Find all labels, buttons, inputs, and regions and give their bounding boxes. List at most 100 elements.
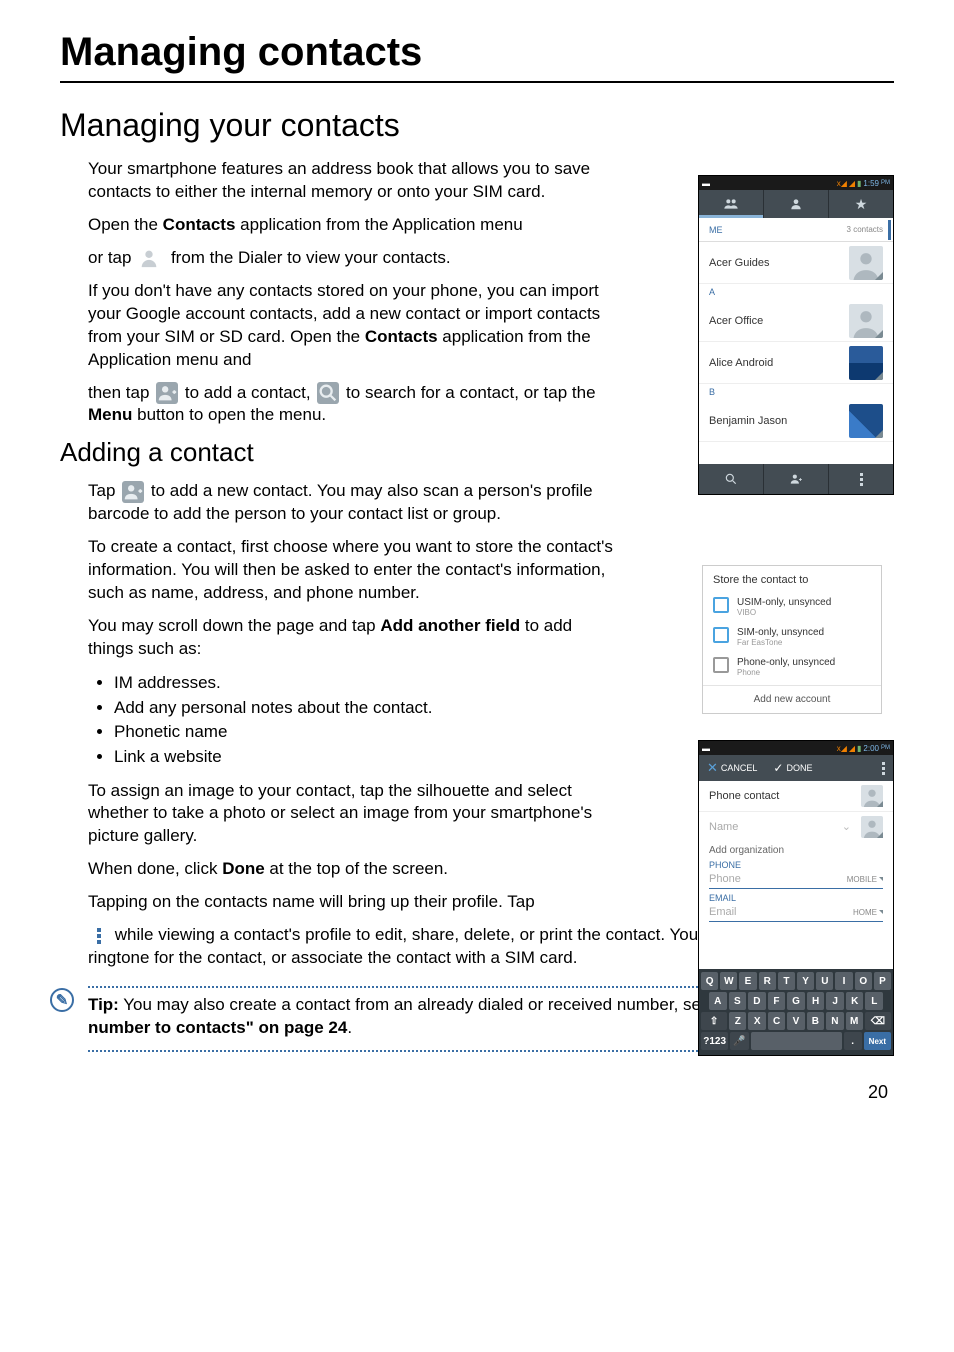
avatar [849, 304, 883, 338]
text: application from the Application menu [235, 215, 522, 234]
key-mic[interactable]: 🎤 [730, 1032, 748, 1050]
phone-field-row: Phone MOBILE [699, 870, 893, 888]
key-symbols[interactable]: ?123 [701, 1032, 728, 1050]
cancel-button[interactable]: ✕CANCEL [699, 755, 765, 781]
key-C[interactable]: C [768, 1012, 785, 1030]
add-organization[interactable]: Add organization [699, 841, 893, 858]
key-F[interactable]: F [768, 992, 786, 1010]
account-option[interactable]: USIM-only, unsyncedVIBO [703, 592, 881, 622]
section-heading: Managing your contacts [60, 107, 894, 144]
sim-icon [713, 597, 729, 613]
paragraph: Open the Contacts application from the A… [88, 214, 618, 237]
key-B[interactable]: B [807, 1012, 824, 1030]
contact-type-row[interactable]: Phone contact [699, 781, 893, 811]
page-number: 20 [60, 1082, 894, 1103]
key-D[interactable]: D [748, 992, 766, 1010]
tab-groups[interactable] [699, 190, 764, 218]
key-K[interactable]: K [846, 992, 864, 1010]
key-E[interactable]: E [739, 972, 756, 990]
contact-row[interactable]: Benjamin Jason [699, 400, 893, 442]
key-S[interactable]: S [729, 992, 747, 1010]
battery-icon: ▮ [857, 179, 861, 188]
key-G[interactable]: G [787, 992, 805, 1010]
add-account-button[interactable]: Add new account [703, 685, 881, 713]
email-type[interactable]: HOME [853, 908, 883, 917]
signal-icon: ◢ [849, 179, 855, 188]
account-option[interactable]: SIM-only, unsyncedFar EasTone [703, 622, 881, 652]
key-P[interactable]: P [874, 972, 891, 990]
search-button[interactable] [699, 464, 764, 494]
key-Z[interactable]: Z [729, 1012, 746, 1030]
clock-pm: PM [881, 745, 890, 751]
contact-row[interactable]: Acer Office [699, 300, 893, 342]
key-period[interactable]: . [844, 1032, 862, 1050]
page-title: Managing contacts [60, 30, 894, 83]
key-H[interactable]: H [807, 992, 825, 1010]
key-R[interactable]: R [759, 972, 776, 990]
key-V[interactable]: V [787, 1012, 804, 1030]
battery-icon: ▮ [857, 744, 861, 753]
text: to search for a contact, or tap the [341, 383, 595, 402]
key-A[interactable]: A [709, 992, 727, 1010]
contact-row[interactable]: Acer Guides [699, 242, 893, 284]
key-U[interactable]: U [816, 972, 833, 990]
add-contact-button[interactable] [764, 464, 829, 494]
chevron-down-icon[interactable]: ⌄ [842, 820, 851, 833]
tab-contacts[interactable] [764, 190, 829, 218]
key-L[interactable]: L [865, 992, 883, 1010]
done-label: DONE [786, 763, 812, 773]
email-field-row: Email HOME [699, 903, 893, 921]
key-O[interactable]: O [855, 972, 872, 990]
menu-button[interactable] [874, 762, 893, 775]
keyboard: QWERTYUIOP ASDFGHJKL ⇧ZXCVBNM⌫ ?123 🎤 . … [699, 969, 893, 1055]
phone-input[interactable]: Phone [709, 873, 741, 885]
paragraph: Your smartphone features an address book… [88, 158, 618, 204]
name-input[interactable]: Name [709, 821, 738, 833]
text: to add a contact, [180, 383, 315, 402]
signal-icon: x◢ [837, 744, 847, 753]
paragraph: or tap from the Dialer to view your cont… [88, 247, 618, 270]
key-⇧[interactable]: ⇧ [701, 1012, 727, 1030]
key-W[interactable]: W [720, 972, 737, 990]
email-input[interactable]: Email [709, 906, 737, 918]
contact-row[interactable]: Alice Android [699, 342, 893, 384]
avatar-placeholder[interactable] [861, 816, 883, 838]
key-space[interactable] [751, 1032, 842, 1050]
phone-type[interactable]: MOBILE [847, 875, 883, 884]
phone-icon [713, 657, 729, 673]
text: to add a new contact. You may also scan … [88, 481, 593, 523]
account-option[interactable]: Phone-only, unsyncedPhone [703, 652, 881, 682]
text: from the Dialer to view your contacts. [171, 248, 451, 267]
key-I[interactable]: I [835, 972, 852, 990]
text-bold: Done [222, 859, 265, 878]
text: button to open the menu. [132, 405, 326, 424]
add-contact-icon [122, 481, 144, 503]
key-N[interactable]: N [826, 1012, 843, 1030]
key-Y[interactable]: Y [797, 972, 814, 990]
letter-divider: A [699, 284, 893, 300]
key-X[interactable]: X [748, 1012, 765, 1030]
paragraph: To assign an image to your contact, tap … [88, 780, 618, 849]
contacts-icon [138, 247, 164, 269]
tab-bar: ★ [699, 190, 893, 218]
menu-button[interactable] [829, 464, 893, 494]
text-bold: Menu [88, 405, 132, 424]
key-T[interactable]: T [778, 972, 795, 990]
key-Q[interactable]: Q [701, 972, 718, 990]
account-name: SIM-only, unsynced [737, 627, 824, 638]
contact-count: 3 contacts [847, 225, 883, 234]
done-button[interactable]: ✓DONE [765, 755, 820, 781]
close-icon: ✕ [707, 760, 718, 776]
key-⌫[interactable]: ⌫ [865, 1012, 891, 1030]
key-J[interactable]: J [826, 992, 844, 1010]
key-next[interactable]: Next [864, 1032, 891, 1050]
avatar-placeholder[interactable] [861, 785, 883, 807]
tab-favorites[interactable]: ★ [829, 190, 893, 218]
name-field-row: Name ⌄ [699, 811, 893, 841]
text-bold: Contacts [365, 327, 438, 346]
key-M[interactable]: M [846, 1012, 863, 1030]
bottom-bar [699, 464, 893, 494]
cancel-label: CANCEL [721, 763, 758, 773]
list-item: IM addresses. [114, 671, 618, 696]
paragraph: To create a contact, first choose where … [88, 536, 618, 605]
